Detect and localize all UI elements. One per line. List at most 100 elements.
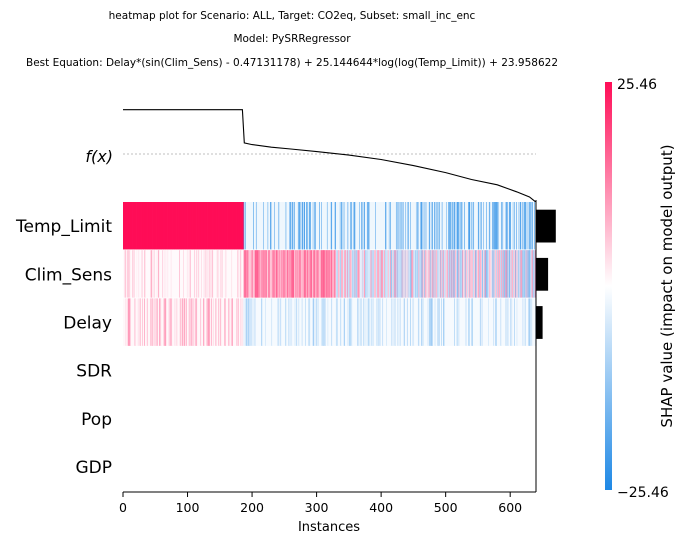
heatmap-cell [279, 250, 281, 298]
heatmap-cell [460, 202, 462, 250]
heatmap-cell [372, 250, 374, 298]
heatmap-cell [430, 250, 432, 298]
heatmap-cell [173, 250, 175, 298]
heatmap-cell [516, 250, 518, 298]
heatmap-cell [124, 202, 126, 250]
heatmap-cell [126, 202, 128, 250]
heatmap-cell [443, 202, 445, 250]
heatmap-cell [449, 298, 451, 346]
heatmap-cell [483, 202, 485, 250]
heatmap-cell [368, 298, 370, 346]
heatmap-cell [392, 250, 394, 298]
x-tick-label: 400 [369, 500, 393, 515]
heatmap-cell [199, 298, 201, 346]
heatmap-cell [475, 250, 478, 298]
heatmap-cell [341, 298, 343, 346]
heatmap-cell [469, 250, 471, 298]
heatmap-cell [284, 202, 287, 250]
heatmap-cell [388, 202, 390, 250]
heatmap-cell [145, 298, 147, 346]
heatmap-cell [414, 202, 416, 250]
heatmap-cell [436, 250, 438, 298]
heatmap-cell [452, 250, 454, 298]
heatmap-cell [502, 250, 504, 298]
heatmap-cell [400, 298, 402, 346]
heatmap-cell [390, 298, 392, 346]
heatmap-cell [425, 202, 427, 250]
heatmap-cell [391, 298, 393, 346]
heatmap-cell [519, 298, 521, 346]
heatmap-cell [255, 298, 257, 346]
heatmap-cell [437, 250, 439, 298]
heatmap-cell [461, 298, 463, 346]
x-tick-label: 0 [119, 500, 127, 515]
heatmap-cell [126, 298, 128, 346]
heatmap-cell [394, 298, 396, 346]
heatmap-cell [292, 298, 294, 346]
heatmap-cell [264, 250, 266, 298]
heatmap-cell [356, 202, 358, 250]
heatmap-cell [339, 250, 341, 298]
heatmap-cell [184, 250, 186, 298]
importance-bar [536, 257, 549, 291]
heatmap-cell [490, 298, 492, 346]
heatmap-cell [426, 250, 428, 298]
heatmap-cell [237, 250, 239, 298]
heatmap-cell [294, 250, 296, 298]
heatmap-cell [501, 250, 503, 298]
heatmap-cell [248, 202, 250, 250]
heatmap-cell [288, 202, 290, 250]
heatmap-cell [246, 202, 248, 250]
heatmap-cell [257, 250, 259, 298]
heatmap-cell [417, 250, 419, 298]
heatmap-cell [142, 250, 144, 298]
heatmap-cell [294, 298, 296, 346]
heatmap-cell [509, 298, 511, 346]
heatmap-cell [341, 202, 343, 250]
heatmap-cell [374, 298, 376, 346]
heatmap-cell [393, 298, 395, 346]
heatmap-cell [381, 298, 383, 346]
heatmap-cell [468, 298, 470, 346]
heatmap-cell [353, 250, 355, 298]
heatmap-cell [467, 298, 469, 346]
heatmap-cell [363, 298, 365, 346]
heatmap-cell [292, 250, 294, 298]
heatmap-cell [489, 298, 491, 346]
heatmap-cell [291, 202, 293, 250]
heatmap-cell [158, 298, 160, 346]
heatmap-cell [323, 202, 325, 250]
heatmap-cell [486, 202, 488, 250]
heatmap-cell [486, 298, 488, 346]
heatmap-cell [248, 250, 250, 298]
heatmap-cell [387, 298, 389, 346]
heatmap-cell [166, 298, 168, 346]
heatmap-cell [258, 298, 260, 346]
heatmap-cell [186, 250, 188, 298]
heatmap-cell [157, 298, 159, 346]
heatmap-cell [274, 250, 276, 298]
heatmap-cell [470, 202, 472, 250]
heatmap-cell [417, 250, 419, 298]
heatmap-cell [272, 298, 274, 346]
heatmap-cell [498, 202, 500, 250]
heatmap-cell [246, 250, 248, 298]
heatmap-cell [232, 250, 234, 298]
heatmap-cell [228, 250, 230, 298]
heatmap-cell [419, 202, 421, 250]
heatmap-cell [474, 250, 476, 298]
heatmap-cell [398, 202, 400, 250]
heatmap-cell [294, 202, 296, 250]
heatmap-cell [412, 298, 414, 346]
heatmap-cell [255, 202, 257, 250]
heatmap-cell [347, 298, 349, 346]
heatmap-cell [324, 202, 327, 250]
heatmap-cell [324, 298, 327, 346]
heatmap-cell [222, 250, 224, 298]
heatmap-cell [528, 298, 530, 346]
heatmap-cell [527, 202, 529, 250]
heatmap-cell [255, 250, 257, 298]
heatmap-cell [292, 250, 294, 298]
heatmap-cell [301, 298, 303, 346]
heatmap-cell [211, 250, 213, 298]
